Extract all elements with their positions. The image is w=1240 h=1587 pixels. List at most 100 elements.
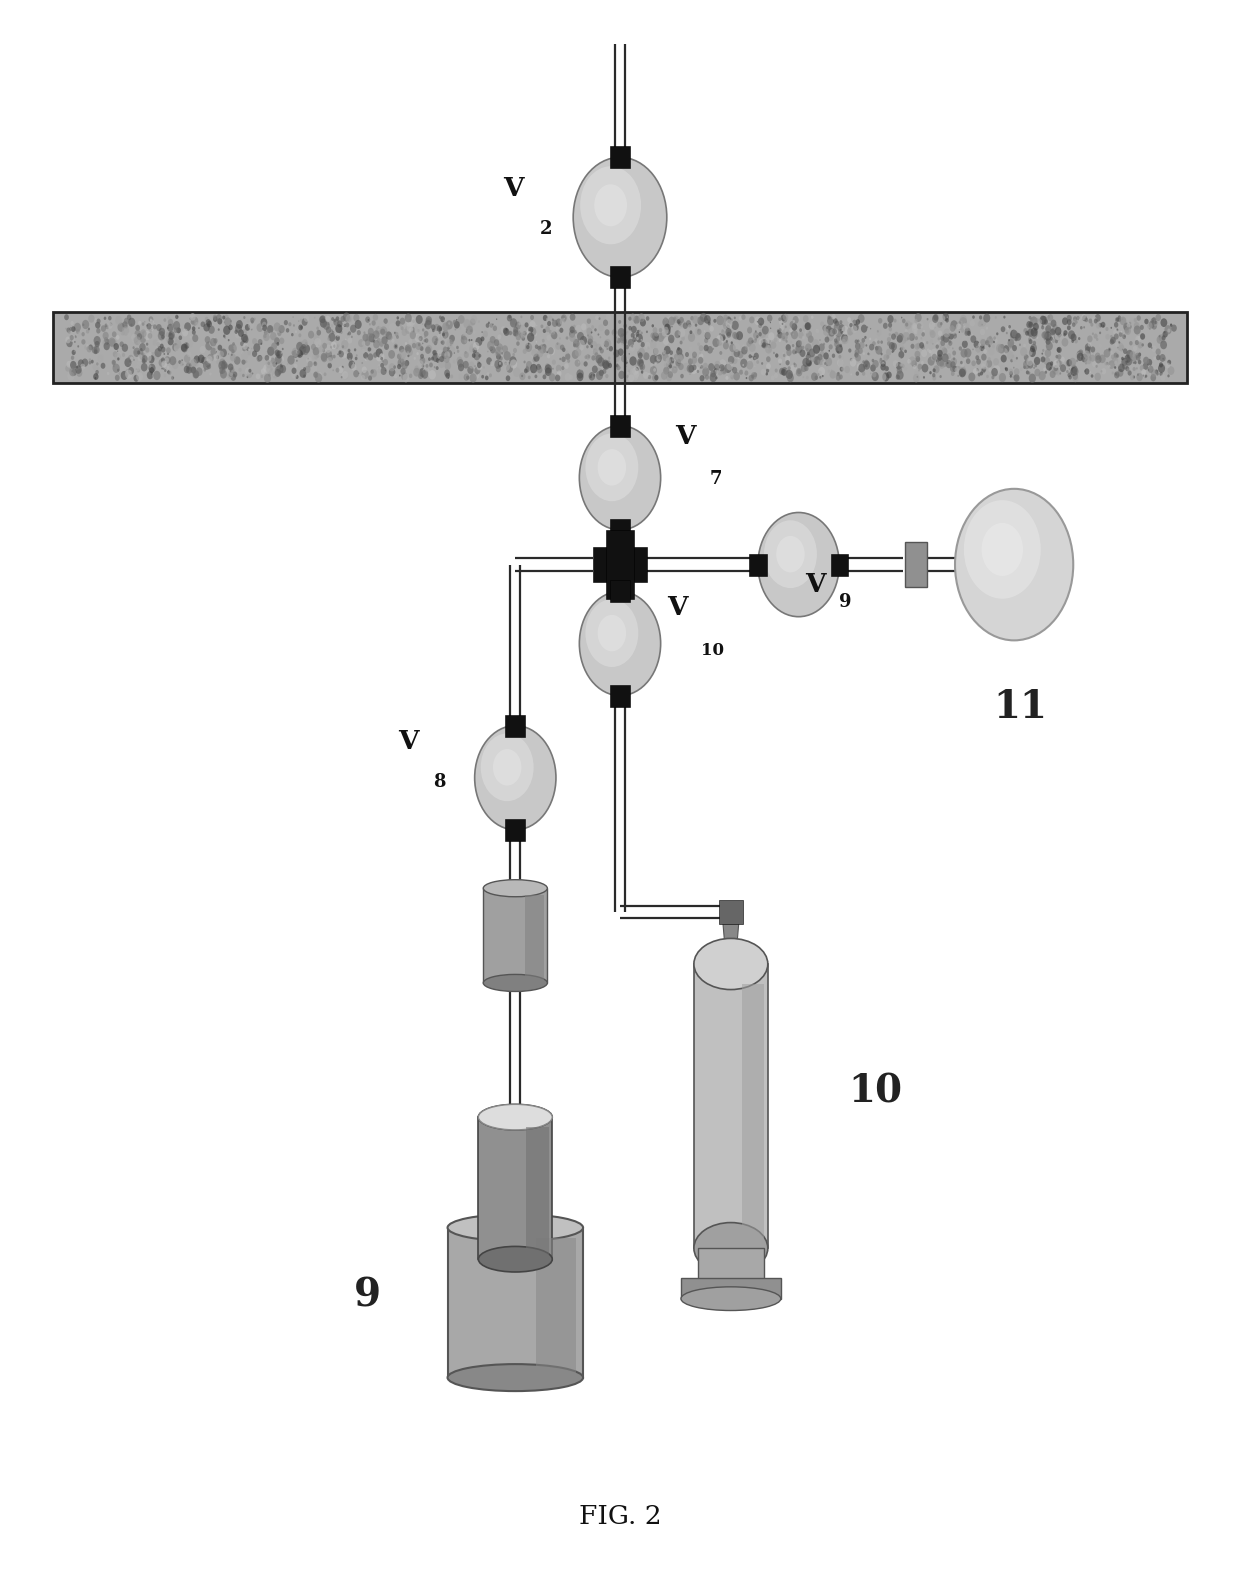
Circle shape: [1038, 319, 1042, 324]
Circle shape: [441, 351, 448, 359]
Circle shape: [205, 336, 211, 343]
Circle shape: [376, 352, 383, 362]
Circle shape: [897, 335, 899, 336]
Circle shape: [1117, 368, 1123, 376]
Circle shape: [337, 321, 342, 327]
Circle shape: [300, 341, 304, 344]
Circle shape: [636, 332, 639, 336]
Circle shape: [296, 351, 301, 357]
Circle shape: [425, 357, 429, 362]
Circle shape: [559, 327, 563, 333]
Circle shape: [293, 324, 295, 327]
Circle shape: [728, 333, 734, 341]
Circle shape: [1009, 375, 1012, 378]
Circle shape: [95, 362, 99, 365]
Circle shape: [1030, 327, 1038, 336]
Circle shape: [624, 332, 627, 335]
Circle shape: [82, 321, 89, 329]
Circle shape: [129, 363, 130, 365]
Circle shape: [243, 316, 246, 319]
Circle shape: [795, 344, 802, 354]
Circle shape: [68, 330, 71, 333]
Circle shape: [993, 341, 994, 343]
Circle shape: [573, 325, 575, 329]
Circle shape: [453, 360, 456, 363]
Circle shape: [415, 314, 423, 324]
Circle shape: [940, 322, 942, 325]
Circle shape: [479, 327, 482, 330]
Circle shape: [972, 333, 973, 335]
Circle shape: [1007, 351, 1013, 360]
Circle shape: [954, 333, 956, 336]
Circle shape: [1013, 373, 1018, 379]
Circle shape: [268, 362, 270, 365]
Circle shape: [677, 352, 683, 360]
Circle shape: [618, 329, 625, 336]
Circle shape: [993, 340, 994, 341]
Circle shape: [466, 325, 474, 335]
Circle shape: [135, 325, 140, 330]
Circle shape: [334, 319, 339, 325]
Circle shape: [988, 346, 994, 355]
Circle shape: [1025, 370, 1029, 375]
Circle shape: [190, 335, 192, 338]
Circle shape: [779, 368, 785, 375]
Circle shape: [175, 314, 179, 319]
Circle shape: [1029, 348, 1035, 357]
Circle shape: [405, 317, 412, 324]
Circle shape: [1039, 316, 1047, 325]
Circle shape: [631, 336, 636, 344]
Circle shape: [475, 365, 476, 367]
Circle shape: [727, 330, 733, 336]
Circle shape: [893, 349, 895, 352]
Circle shape: [727, 362, 733, 370]
Circle shape: [279, 338, 284, 344]
Circle shape: [438, 335, 440, 338]
Circle shape: [469, 362, 475, 368]
Circle shape: [673, 317, 677, 321]
Circle shape: [1135, 340, 1137, 341]
Circle shape: [490, 360, 495, 365]
Circle shape: [213, 354, 218, 360]
Circle shape: [1012, 344, 1017, 351]
Circle shape: [219, 359, 226, 367]
Circle shape: [632, 336, 636, 343]
Circle shape: [319, 344, 324, 352]
Circle shape: [951, 371, 955, 376]
Circle shape: [1044, 319, 1048, 325]
Circle shape: [401, 327, 404, 330]
Circle shape: [126, 314, 131, 321]
Circle shape: [960, 367, 966, 376]
Circle shape: [779, 317, 781, 321]
Circle shape: [915, 351, 920, 359]
Circle shape: [867, 327, 868, 329]
Circle shape: [779, 340, 781, 343]
Circle shape: [345, 338, 346, 340]
Circle shape: [379, 322, 386, 330]
Circle shape: [932, 373, 935, 378]
Circle shape: [420, 336, 423, 340]
Circle shape: [1044, 332, 1052, 341]
Circle shape: [837, 371, 839, 375]
Circle shape: [1054, 332, 1060, 341]
Circle shape: [1115, 341, 1120, 348]
Circle shape: [697, 343, 701, 346]
Circle shape: [588, 335, 593, 343]
Circle shape: [1115, 359, 1121, 367]
Circle shape: [274, 336, 280, 344]
Circle shape: [552, 319, 554, 321]
Circle shape: [921, 349, 928, 357]
Circle shape: [291, 333, 294, 336]
Circle shape: [221, 317, 222, 319]
Ellipse shape: [694, 938, 768, 990]
Circle shape: [241, 329, 247, 336]
Circle shape: [345, 324, 346, 325]
Circle shape: [115, 375, 120, 381]
Circle shape: [619, 371, 625, 379]
Circle shape: [998, 344, 1006, 354]
Circle shape: [330, 330, 331, 332]
Circle shape: [748, 359, 751, 363]
Circle shape: [1159, 354, 1166, 362]
Circle shape: [179, 335, 182, 340]
Circle shape: [1049, 336, 1053, 341]
